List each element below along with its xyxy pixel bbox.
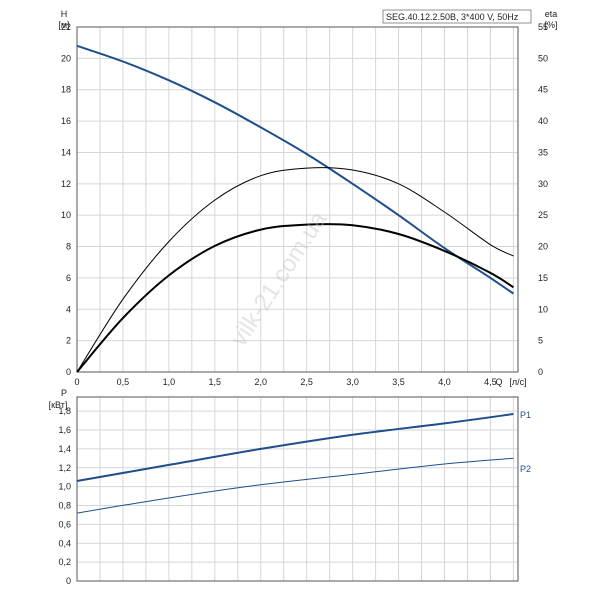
q-tick-label: 3,0 [346, 377, 359, 387]
eta-tick-label: 45 [538, 85, 548, 95]
q-tick-label: 4,5 [484, 377, 497, 387]
model-label: SEG.40.12.2.50B, 3*400 V, 50Hz [386, 12, 519, 22]
p-tick-label: 1,0 [58, 482, 71, 492]
eta-axis-unit: [%] [544, 20, 557, 30]
h-tick-label: 10 [61, 210, 71, 220]
p-tick-label: 1,4 [58, 444, 71, 454]
top-left-tick-labels: 0 2 4 6 8 10 12 14 16 18 20 22 [61, 22, 71, 377]
top-plot-frame [76, 26, 519, 373]
q-tick-label: 3,5 [392, 377, 405, 387]
p1-label: P1 [520, 410, 531, 420]
p1-curve [76, 413, 514, 482]
bottom-grid [76, 397, 518, 582]
q-tick-label: 1,5 [209, 377, 222, 387]
h-tick-label: 22 [61, 22, 71, 32]
h-tick-label: 2 [66, 336, 71, 346]
h-tick-label: 0 [66, 367, 71, 377]
p2-curve [76, 457, 514, 514]
h-axis-label: H [61, 9, 68, 19]
p-tick-label: 0,4 [58, 538, 71, 548]
h-tick-label: 4 [66, 304, 71, 314]
p-tick-label: 0 [66, 576, 71, 586]
h-tick-label: 16 [61, 116, 71, 126]
eta-tick-label: 40 [538, 116, 548, 126]
watermark: vilk-21.com.ua [225, 206, 332, 351]
h-tick-label: 20 [61, 53, 71, 63]
p-tick-label: 1,6 [58, 425, 71, 435]
p-axis-unit: [кВт] [49, 400, 68, 410]
p-axis-label: P [61, 388, 67, 398]
p2-label: P2 [520, 464, 531, 474]
p-tick-label: 1,2 [58, 463, 71, 473]
eta-tick-label: 5 [538, 336, 543, 346]
eta-tick-label: 20 [538, 242, 548, 252]
h-tick-label: 14 [61, 147, 71, 157]
q-tick-label: 0 [74, 377, 79, 387]
eta-tick-label: 55 [538, 22, 548, 32]
model-label-box [382, 9, 532, 24]
q-tick-label: 0,5 [117, 377, 130, 387]
eta-tick-label: 35 [538, 147, 548, 157]
q-tick-label: 2,0 [254, 377, 267, 387]
series-layer [76, 44, 514, 514]
h-tick-label: 18 [61, 85, 71, 95]
q-tick-label: 1,0 [163, 377, 176, 387]
eta-axis-label: eta [545, 9, 558, 19]
top-right-tick-labels: 0 5 10 15 20 25 30 35 40 45 50 55 [538, 22, 548, 377]
h-axis-unit: [м] [58, 20, 69, 30]
q-tick-label: 2,5 [300, 377, 313, 387]
q-tick-label: 4,0 [438, 377, 451, 387]
h-tick-label: 6 [66, 273, 71, 283]
h-tick-label: 8 [66, 242, 71, 252]
efficiency-curve-pump [76, 167, 514, 373]
q-axis-unit: [л/с] [509, 377, 526, 387]
eta-tick-label: 10 [538, 304, 548, 314]
eta-tick-label: 15 [538, 273, 548, 283]
p-tick-label: 0,2 [58, 557, 71, 567]
eta-tick-label: 25 [538, 210, 548, 220]
eta-tick-label: 0 [538, 367, 543, 377]
top-x-tick-labels: 0 0,5 1,0 1,5 2,0 2,5 3,0 3,5 4,0 4,5 [74, 377, 496, 387]
efficiency-curve-total [76, 223, 514, 373]
bottom-plot-frame [76, 396, 519, 582]
top-grid [76, 26, 518, 373]
p-tick-label: 0,8 [58, 501, 71, 511]
p-tick-label: 1,8 [58, 406, 71, 416]
h-tick-label: 12 [61, 179, 71, 189]
eta-tick-label: 30 [538, 179, 548, 189]
eta-tick-label: 50 [538, 53, 548, 63]
q-axis-label: Q [495, 377, 502, 387]
bottom-left-tick-labels: 0 0,2 0,4 0,6 0,8 1,0 1,2 1,4 1,6 1,8 [58, 406, 71, 586]
p-tick-label: 0,6 [58, 519, 71, 529]
